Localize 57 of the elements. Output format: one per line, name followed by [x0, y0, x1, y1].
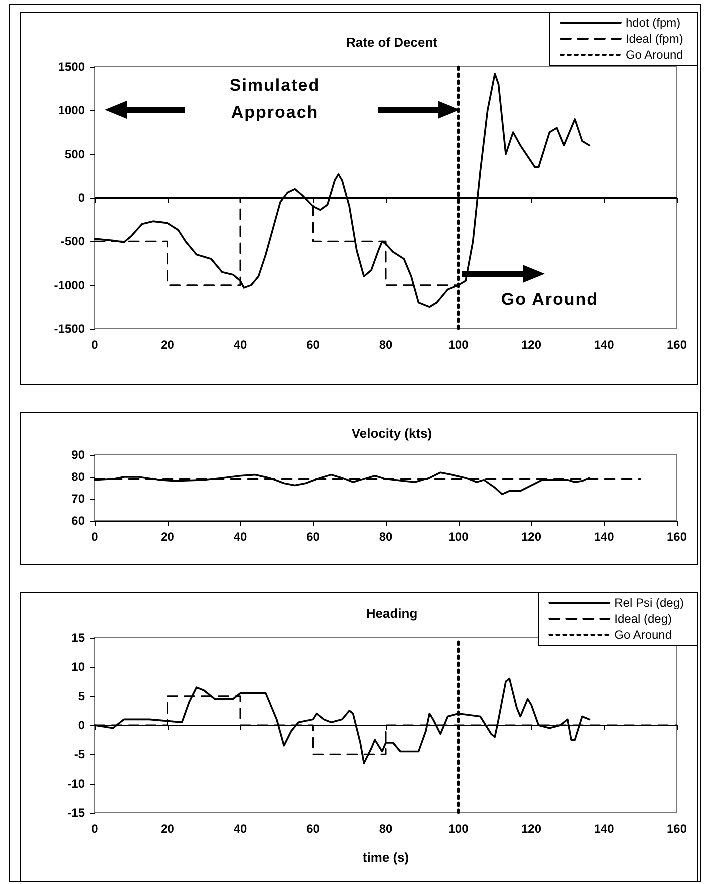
legend-label: Ideal (deg)	[614, 612, 672, 626]
x-tick-label: 160	[666, 338, 688, 352]
chart-title: Velocity (kts)	[352, 426, 432, 441]
x-tick-label: 40	[234, 822, 248, 836]
y-tick-label: -5	[74, 748, 86, 762]
chart-title: Rate of Decent	[346, 35, 438, 50]
x-axis-title: time (s)	[362, 850, 410, 865]
x-tick-label: 100	[448, 338, 470, 352]
legend-label: Go Around	[614, 628, 672, 642]
y-tick-label: 70	[72, 492, 86, 506]
x-tick-label: 140	[594, 338, 615, 352]
chart-title: Heading	[366, 606, 418, 621]
x-tick-label: 80	[379, 338, 393, 352]
y-tick-label: 1000	[58, 104, 86, 118]
y-tick-label: -1500	[54, 322, 86, 336]
y-tick-label: 5	[78, 689, 86, 704]
legend-label: Ideal (fpm)	[626, 32, 684, 46]
y-tick-label: 0	[78, 191, 86, 205]
x-tick-label: 0	[92, 822, 99, 836]
annotation: Go Around	[500, 289, 600, 311]
x-tick-label: 60	[306, 822, 320, 836]
legend-label: hdot (fpm)	[626, 16, 681, 30]
x-tick-label: 20	[161, 822, 175, 836]
x-tick-label: 20	[161, 338, 175, 352]
x-tick-label: 140	[594, 822, 615, 836]
legend-label: Go Around	[626, 48, 684, 62]
x-tick-label: 80	[379, 530, 393, 544]
x-tick-label: 120	[521, 338, 542, 352]
y-tick-label: 500	[64, 147, 86, 162]
x-tick-label: 160	[666, 530, 688, 544]
x-tick-label: 120	[521, 530, 542, 544]
y-tick-label: -10	[68, 776, 86, 791]
y-tick-label: -1000	[54, 278, 86, 292]
x-tick-label: 40	[234, 530, 248, 544]
y-tick-label: 0	[78, 718, 86, 732]
y-tick-label: -500	[60, 234, 86, 249]
x-tick-label: 0	[92, 530, 99, 544]
x-tick-label: 140	[594, 530, 615, 544]
x-tick-label: 60	[306, 338, 320, 352]
y-tick-label: 90	[72, 448, 86, 462]
x-tick-label: 100	[448, 822, 470, 836]
annotation: Simulated Approach	[228, 75, 322, 124]
legend-label: Rel Psi (deg)	[614, 596, 684, 610]
x-tick-label: 0	[92, 338, 99, 352]
x-tick-label: 160	[666, 822, 688, 836]
y-tick-label: 10	[72, 660, 86, 674]
y-tick-label: 80	[72, 470, 86, 484]
y-tick-label: 15	[72, 631, 86, 645]
y-tick-label: -15	[68, 806, 86, 820]
x-tick-label: 100	[448, 530, 470, 544]
x-tick-label: 20	[161, 530, 175, 544]
x-tick-label: 120	[521, 822, 542, 836]
y-tick-label: 60	[72, 514, 86, 528]
x-tick-label: 80	[379, 822, 393, 836]
x-tick-label: 60	[306, 530, 320, 544]
x-tick-label: 40	[234, 338, 248, 352]
y-tick-label: 1500	[58, 60, 86, 74]
